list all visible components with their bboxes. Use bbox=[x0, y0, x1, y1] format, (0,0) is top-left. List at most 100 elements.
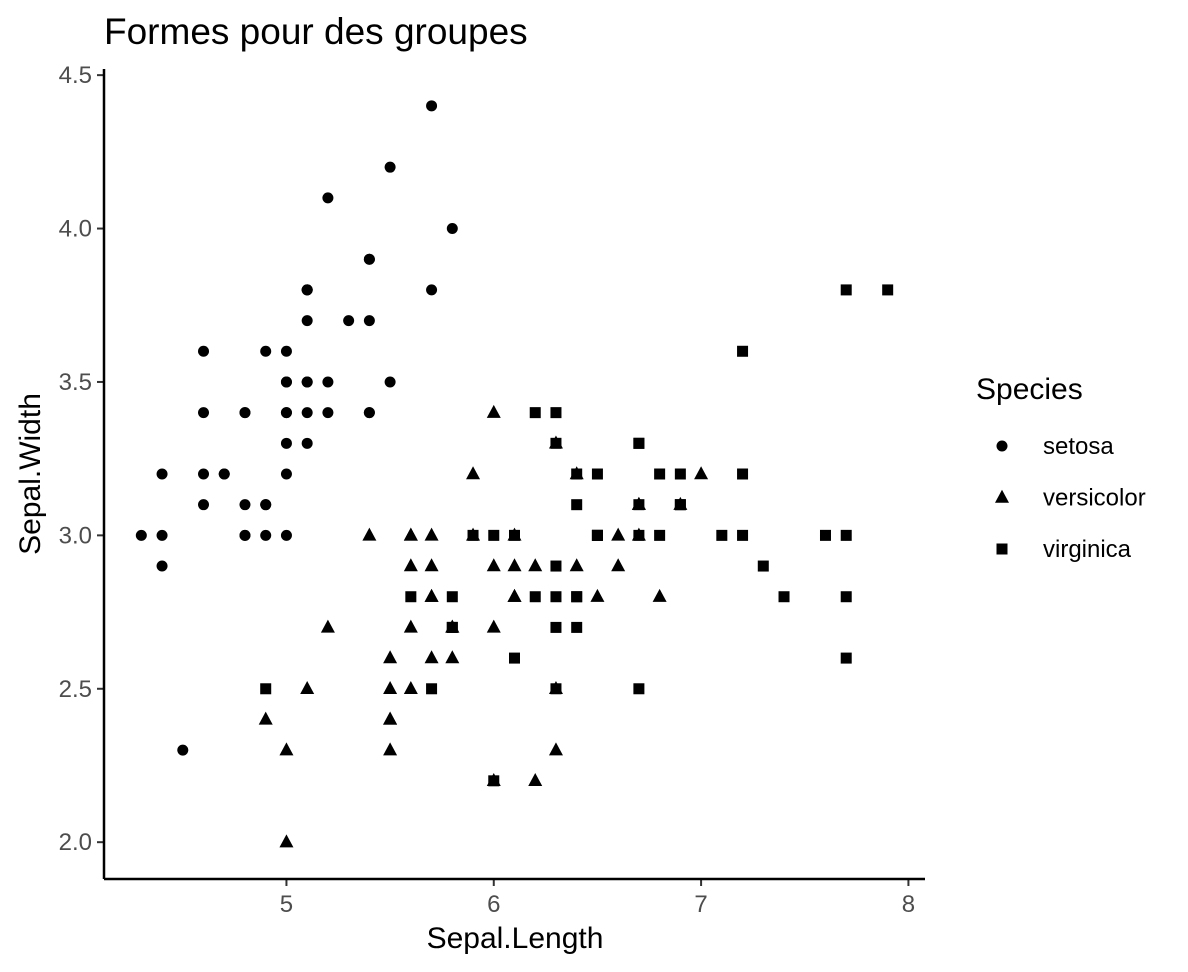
setosa-point bbox=[363, 407, 375, 419]
setosa-point bbox=[301, 407, 313, 419]
virginica-point bbox=[571, 499, 583, 511]
versicolor-point bbox=[383, 680, 398, 694]
setosa-point bbox=[198, 468, 210, 480]
versicolor-point bbox=[652, 588, 667, 602]
setosa-point bbox=[239, 499, 251, 511]
series-virginica bbox=[260, 284, 894, 787]
setosa-point bbox=[239, 407, 251, 419]
virginica-point bbox=[571, 621, 583, 633]
virginica-point bbox=[819, 529, 831, 541]
virginica-point bbox=[737, 529, 749, 541]
virginica-point bbox=[591, 468, 603, 480]
legend-title: Species bbox=[976, 373, 1083, 406]
legend-item-setosa: setosa bbox=[996, 433, 1114, 460]
virginica-point bbox=[571, 591, 583, 603]
versicolor-point bbox=[528, 773, 543, 787]
setosa-point bbox=[260, 529, 272, 541]
setosa-point bbox=[301, 315, 313, 327]
virginica-point bbox=[550, 683, 562, 695]
setosa-point bbox=[426, 284, 438, 296]
setosa-point bbox=[135, 529, 147, 541]
virginica-point bbox=[633, 683, 645, 695]
setosa-point bbox=[177, 744, 189, 756]
setosa-point bbox=[322, 192, 334, 204]
y-tick-label: 2.0 bbox=[59, 829, 92, 856]
setosa-point bbox=[280, 376, 292, 388]
versicolor-point bbox=[611, 558, 626, 572]
virginica-point bbox=[550, 407, 562, 419]
x-tick-label: 8 bbox=[902, 891, 915, 918]
virginica-point bbox=[840, 284, 852, 296]
virginica-point bbox=[529, 407, 541, 419]
setosa-point bbox=[301, 284, 313, 296]
versicolor-point bbox=[486, 558, 501, 572]
virginica-point bbox=[674, 468, 686, 480]
y-tick-label: 2.5 bbox=[59, 676, 92, 703]
versicolor-point bbox=[258, 711, 273, 725]
x-axis-title: Sepal.Length bbox=[427, 922, 604, 955]
setosa-point bbox=[301, 376, 313, 388]
versicolor-point bbox=[590, 588, 605, 602]
y-axis-ticks: 2.0 2.5 3.0 3.5 4.0 4.5 bbox=[59, 62, 104, 856]
virginica-point bbox=[426, 683, 438, 695]
versicolor-point bbox=[507, 558, 522, 572]
virginica-point bbox=[571, 468, 583, 480]
setosa-point bbox=[280, 437, 292, 449]
virginica-point bbox=[405, 591, 417, 603]
virginica-point bbox=[757, 560, 769, 572]
versicolor-point bbox=[403, 527, 418, 541]
versicolor-point bbox=[694, 466, 709, 480]
virginica-point bbox=[446, 621, 458, 633]
virginica-point bbox=[550, 591, 562, 603]
setosa-point bbox=[156, 529, 168, 541]
versicolor-point bbox=[424, 527, 439, 541]
legend-item-virginica: virginica bbox=[996, 536, 1132, 563]
y-tick-label: 4.0 bbox=[59, 216, 92, 243]
setosa-point bbox=[218, 468, 230, 480]
versicolor-point bbox=[528, 558, 543, 572]
virginica-point bbox=[737, 468, 749, 480]
versicolor-point bbox=[362, 527, 377, 541]
setosa-point bbox=[239, 529, 251, 541]
legend-key-versicolor bbox=[995, 489, 1009, 503]
setosa-point bbox=[384, 161, 396, 173]
virginica-point bbox=[467, 529, 479, 541]
virginica-point bbox=[529, 591, 541, 603]
setosa-point bbox=[322, 407, 334, 419]
setosa-point bbox=[198, 407, 210, 419]
versicolor-point bbox=[548, 742, 563, 756]
virginica-point bbox=[654, 529, 666, 541]
virginica-point bbox=[737, 345, 749, 357]
virginica-point bbox=[654, 468, 666, 480]
versicolor-point bbox=[507, 588, 522, 602]
virginica-point bbox=[509, 529, 520, 541]
series-versicolor bbox=[258, 404, 709, 848]
setosa-point bbox=[156, 468, 168, 480]
setosa-point bbox=[280, 529, 292, 541]
virginica-point bbox=[488, 775, 500, 787]
y-tick-label: 3.5 bbox=[59, 369, 92, 396]
versicolor-point bbox=[403, 619, 418, 633]
setosa-point bbox=[363, 315, 375, 327]
x-tick-label: 6 bbox=[487, 891, 500, 918]
virginica-point bbox=[591, 529, 603, 541]
virginica-point bbox=[840, 591, 852, 603]
virginica-point bbox=[509, 652, 520, 664]
virginica-point bbox=[550, 437, 562, 449]
setosa-point bbox=[156, 560, 168, 572]
setosa-point bbox=[343, 315, 355, 327]
versicolor-point bbox=[383, 742, 398, 756]
versicolor-point bbox=[424, 650, 439, 664]
virginica-point bbox=[882, 284, 894, 296]
setosa-point bbox=[301, 437, 313, 449]
legend-label: setosa bbox=[1043, 433, 1114, 460]
legend-key-setosa bbox=[996, 440, 1008, 452]
y-axis-title: Sepal.Width bbox=[14, 393, 47, 555]
versicolor-point bbox=[403, 558, 418, 572]
virginica-point bbox=[633, 499, 645, 511]
virginica-point bbox=[260, 683, 272, 695]
y-tick-label: 4.5 bbox=[59, 62, 92, 89]
virginica-point bbox=[674, 499, 686, 511]
versicolor-point bbox=[279, 742, 294, 756]
